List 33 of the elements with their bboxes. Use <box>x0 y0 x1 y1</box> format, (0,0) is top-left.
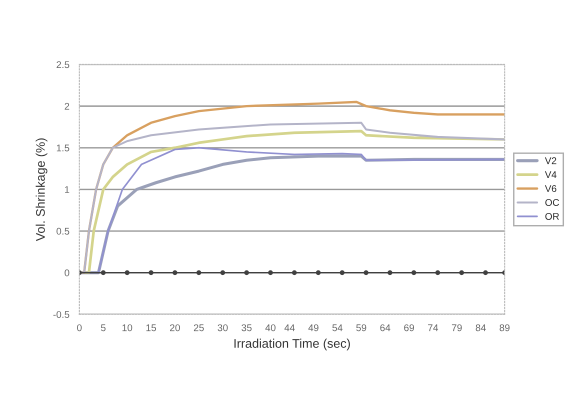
x-tick-label: 44 <box>284 324 295 332</box>
x-tick-label: 10 <box>122 324 132 332</box>
x-tick-label: 35 <box>242 324 252 332</box>
legend-label: V4 <box>544 171 556 178</box>
y-tick-label: 2.5 <box>56 61 70 68</box>
x-axis-title: Irradiation Time (sec) <box>234 338 350 350</box>
x-tick-label: 40 <box>265 324 276 332</box>
x-tick-label: 49 <box>308 324 318 332</box>
x-tick-label: 30 <box>218 324 228 332</box>
legend-label: V6 <box>544 185 556 192</box>
y-tick-label: 0 <box>64 269 70 276</box>
x-tick-label: 59 <box>356 324 366 332</box>
y-axis-title: Vol. Shrinkage (%) <box>36 138 48 242</box>
x-tick-label: 5 <box>100 324 106 332</box>
x-tick-label: 15 <box>146 324 156 332</box>
x-tick-label: 0 <box>77 324 82 332</box>
legend-label: OC <box>545 199 560 206</box>
x-tick-label: 84 <box>476 324 486 332</box>
x-tick-label: 25 <box>194 324 204 332</box>
y-tick-label: -0.5 <box>53 311 70 318</box>
y-tick-label: 2 <box>64 102 70 110</box>
x-tick-label: 54 <box>332 324 343 332</box>
legend-label: V2 <box>544 157 556 164</box>
y-tick-label: 1 <box>64 186 70 193</box>
x-tick-label: 64 <box>380 324 390 332</box>
y-tick-label: 1.5 <box>56 144 70 152</box>
x-tick-label: 89 <box>500 324 510 332</box>
x-tick-label: 74 <box>428 324 438 332</box>
legend-label: OR <box>545 212 559 220</box>
x-tick-label: 20 <box>170 324 180 332</box>
y-tick-label: 0.5 <box>56 228 70 235</box>
x-tick-label: 79 <box>452 324 462 332</box>
x-tick-label: 69 <box>404 324 414 332</box>
